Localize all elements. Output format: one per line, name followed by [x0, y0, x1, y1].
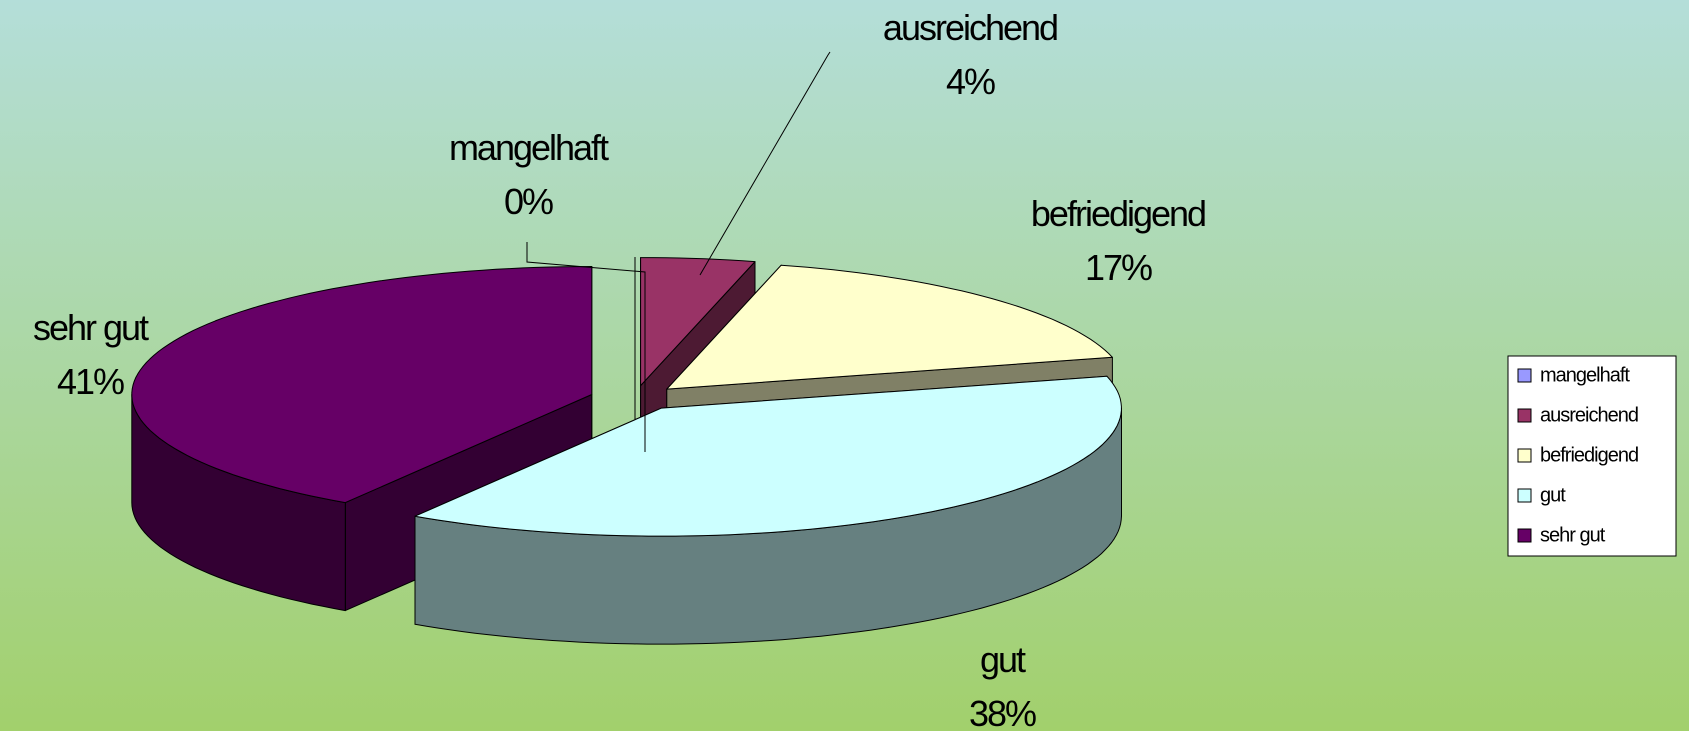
- data-label-name: mangelhaft: [449, 127, 609, 168]
- slice-top: [414, 375, 1122, 537]
- slice: [131, 266, 593, 612]
- slice-top: [131, 266, 593, 504]
- data-label-value: 0%: [504, 181, 553, 222]
- legend: mangelhaft ausreichend befriedigend gut sehr…: [1507, 355, 1677, 557]
- legend-swatch: [1517, 448, 1532, 463]
- legend-swatch: [1517, 488, 1532, 503]
- leader-line: [526, 242, 646, 452]
- legend-label: ausreichend: [1540, 404, 1638, 426]
- slice-top: [640, 257, 756, 387]
- data-label-value: 38%: [969, 693, 1036, 731]
- legend-label: gut: [1540, 484, 1566, 506]
- data-label-name: ausreichend: [883, 7, 1057, 48]
- data-label-value: 17%: [1085, 247, 1152, 288]
- legend-swatch: [1517, 368, 1532, 383]
- slice-top: [666, 264, 1113, 390]
- pie: [131, 257, 1122, 645]
- legend-label: befriedigend: [1540, 444, 1638, 466]
- legend-swatch: [1517, 408, 1532, 423]
- data-label-value: 4%: [946, 61, 995, 102]
- data-label-name: befriedigend: [1031, 193, 1205, 234]
- data-label-name: sehr gut: [33, 307, 149, 348]
- labels: mangelhaft 0% ausreichend 4% befriedigend 17%…: [33, 7, 1207, 731]
- leader-line: [699, 51, 831, 276]
- data-label-name: gut: [980, 639, 1026, 680]
- slice: [414, 375, 1122, 645]
- legend-label: sehr gut: [1540, 524, 1606, 546]
- legend-label: mangelhaft: [1540, 364, 1630, 386]
- legend-box: [1507, 355, 1677, 557]
- legend-swatch: [1517, 528, 1532, 543]
- data-label-value: 41%: [57, 361, 124, 402]
